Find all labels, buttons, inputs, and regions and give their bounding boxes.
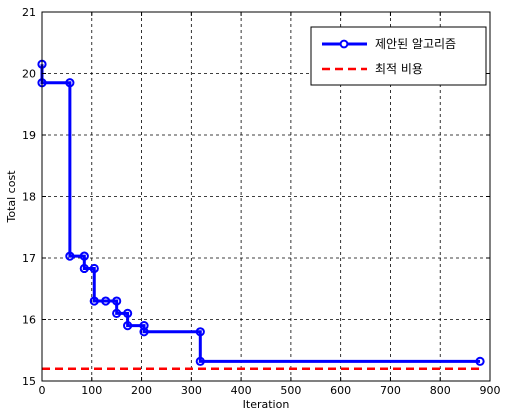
series-layer: [37, 59, 485, 370]
legend-marker: [339, 39, 349, 49]
data-point: [79, 263, 89, 274]
legend-box: [310, 26, 487, 86]
x-tick-label: 900: [480, 384, 501, 397]
data-point: [65, 251, 75, 261]
axis-ticks: 0 100 200 300 400 500 600 700 800 900 15 16 17 18 19 20…: [22, 6, 501, 397]
legend-label-0: 제안된 알고리즘: [375, 37, 456, 51]
x-tick-label: 600: [330, 384, 351, 397]
x-tick-label: 800: [430, 384, 451, 397]
legend-label-1: 최적 비용: [375, 62, 423, 76]
y-tick-label: 18: [22, 191, 36, 204]
data-point: [112, 308, 122, 318]
data-point: [139, 321, 149, 331]
data-point: [123, 308, 133, 318]
data-point: [195, 356, 205, 366]
x-tick-label: 0: [39, 384, 46, 397]
data-point: [475, 356, 485, 366]
data-point: [139, 327, 149, 337]
x-tick-label: 500: [280, 384, 301, 397]
x-tick-label: 200: [131, 384, 152, 397]
data-point: [79, 251, 89, 261]
y-tick-label: 15: [22, 375, 36, 388]
x-tick-label: 700: [380, 384, 401, 397]
x-tick-label: 400: [231, 384, 252, 397]
y-tick-label: 21: [22, 6, 36, 19]
x-tick-label: 300: [181, 384, 202, 397]
data-point: [101, 296, 111, 306]
x-tick-label: 100: [81, 384, 102, 397]
y-tick-label: 17: [22, 252, 36, 265]
series-line-0: [40, 64, 481, 363]
data-point: [89, 263, 99, 274]
data-point: [89, 296, 99, 306]
y-tick-label: 16: [22, 314, 36, 327]
y-axis-label: Total cost: [5, 170, 18, 224]
y-tick-label: 20: [22, 68, 36, 81]
data-point: [123, 321, 133, 331]
x-axis-label: Iteration: [243, 398, 290, 411]
y-tick-label: 19: [22, 129, 36, 142]
data-point: [112, 296, 122, 306]
data-point: [65, 78, 75, 88]
data-point: [195, 327, 205, 337]
